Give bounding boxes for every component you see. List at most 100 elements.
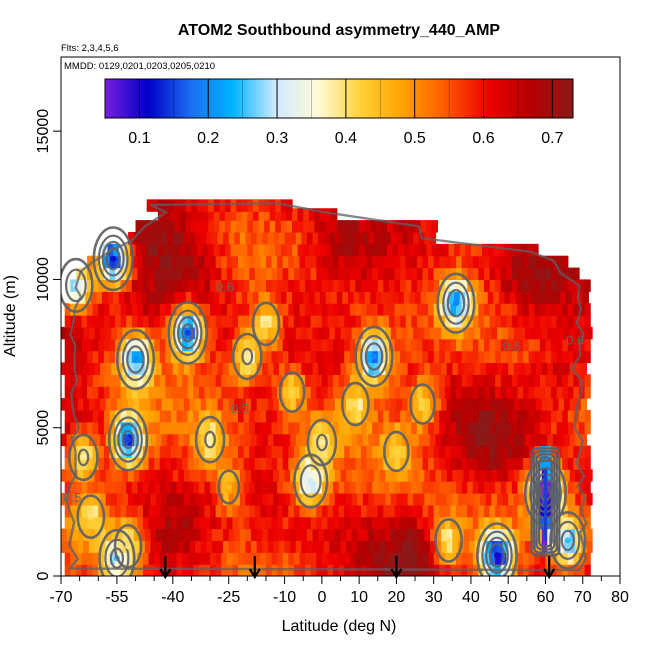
x-tick-label: 0 <box>317 589 326 606</box>
heatmap-cell <box>472 445 479 458</box>
heatmap-cell <box>131 315 138 328</box>
heatmap-cell <box>478 409 485 423</box>
heatmap-cell <box>92 516 99 530</box>
contour-ring <box>98 528 136 576</box>
contour-ring <box>113 416 143 463</box>
heatmap-cell <box>562 445 569 458</box>
heatmap-cell <box>187 350 194 364</box>
contour-ring <box>442 281 470 325</box>
heatmap-cell <box>247 291 254 304</box>
heatmap-cell <box>148 374 155 387</box>
heatmap-cell <box>452 469 459 482</box>
heatmap-cell <box>444 386 452 399</box>
heatmap-cell <box>497 492 504 506</box>
heatmap-cell <box>333 504 340 518</box>
heatmap-cell <box>472 315 479 328</box>
heatmap-cell <box>511 315 519 328</box>
heatmap-cell <box>422 504 429 518</box>
heatmap-cell <box>444 552 452 565</box>
heatmap-cell <box>135 243 142 257</box>
heatmap-cell <box>456 303 463 316</box>
heatmap-cell <box>377 267 384 281</box>
heatmap-cell <box>92 564 99 576</box>
heatmap-cell <box>450 338 457 352</box>
heatmap-cell <box>159 386 166 399</box>
heatmap-cell <box>284 492 291 506</box>
heatmap-cell <box>523 386 530 399</box>
heatmap-cell <box>357 231 364 245</box>
heatmap-cell <box>292 208 299 221</box>
heatmap-cell <box>366 315 373 328</box>
heatmap-cell <box>321 386 329 399</box>
heatmap-cell <box>374 492 381 506</box>
heatmap-cell <box>310 279 317 292</box>
heatmap-cell <box>489 457 496 470</box>
heatmap-cell <box>64 564 71 576</box>
heatmap-cell <box>579 457 586 470</box>
heatmap-cell <box>349 409 357 423</box>
heatmap-cell <box>565 291 573 304</box>
heatmap-cell <box>206 326 213 340</box>
heatmap-cell <box>422 350 429 364</box>
contour-line <box>64 202 588 572</box>
heatmap-cell <box>405 279 412 292</box>
heatmap-cell <box>271 457 278 470</box>
heatmap-cell <box>111 326 118 340</box>
heatmap-cell <box>98 279 105 292</box>
heatmap-cell <box>256 433 263 447</box>
heatmap-cell <box>361 303 368 316</box>
heatmap-cell <box>98 504 105 518</box>
heatmap-cell <box>165 481 172 494</box>
heatmap-cell <box>398 291 405 304</box>
heatmap-cell <box>508 398 515 411</box>
heatmap-cell <box>279 433 286 447</box>
heatmap-cell <box>288 303 295 316</box>
heatmap-cell <box>340 528 347 542</box>
heatmap-cell <box>385 231 392 245</box>
heatmap-cell <box>66 528 73 542</box>
heatmap-cell <box>329 469 336 482</box>
heatmap-cell <box>148 481 155 494</box>
heatmap-cell <box>413 528 420 542</box>
heatmap-cell <box>176 255 183 269</box>
heatmap-cell <box>534 421 541 435</box>
heatmap-cell <box>489 279 496 292</box>
heatmap-cell <box>429 326 437 340</box>
heatmap-cell <box>338 350 345 364</box>
heatmap-cell <box>159 409 166 423</box>
heatmap-cell <box>323 492 330 506</box>
contour-ring <box>232 332 263 381</box>
heatmap-cell <box>344 386 351 399</box>
heatmap-cell <box>83 469 90 482</box>
heatmap-cell <box>115 481 122 494</box>
heatmap-cell <box>293 374 301 387</box>
heatmap-cell <box>392 243 399 257</box>
heatmap-cell <box>416 481 424 494</box>
heatmap-cell <box>172 326 179 340</box>
heatmap-cell <box>290 326 297 340</box>
heatmap-cell <box>562 303 569 316</box>
heatmap-cell <box>474 433 481 447</box>
heatmap-cell <box>198 516 206 530</box>
heatmap-cell <box>154 267 161 281</box>
heatmap-cell <box>264 199 271 212</box>
heatmap-cell <box>338 303 345 316</box>
heatmap-cell <box>424 398 431 411</box>
heatmap-cell <box>189 231 196 245</box>
heatmap-cell <box>383 552 390 565</box>
heatmap-cell <box>584 481 591 494</box>
heatmap-cell <box>64 457 71 470</box>
heatmap-cell <box>154 350 161 364</box>
heatmap-cell <box>187 255 194 269</box>
heatmap-cell <box>198 409 206 423</box>
heatmap-cell <box>526 243 534 257</box>
heatmap-cell <box>405 303 412 316</box>
heatmap-cell <box>195 528 202 542</box>
heatmap-cell <box>472 421 479 435</box>
heatmap-cell <box>394 338 401 352</box>
heatmap-cell <box>478 386 485 399</box>
heatmap-cell <box>111 362 118 375</box>
heatmap-cell <box>517 338 524 352</box>
heatmap-cell <box>372 457 379 470</box>
heatmap-cell <box>528 303 535 316</box>
